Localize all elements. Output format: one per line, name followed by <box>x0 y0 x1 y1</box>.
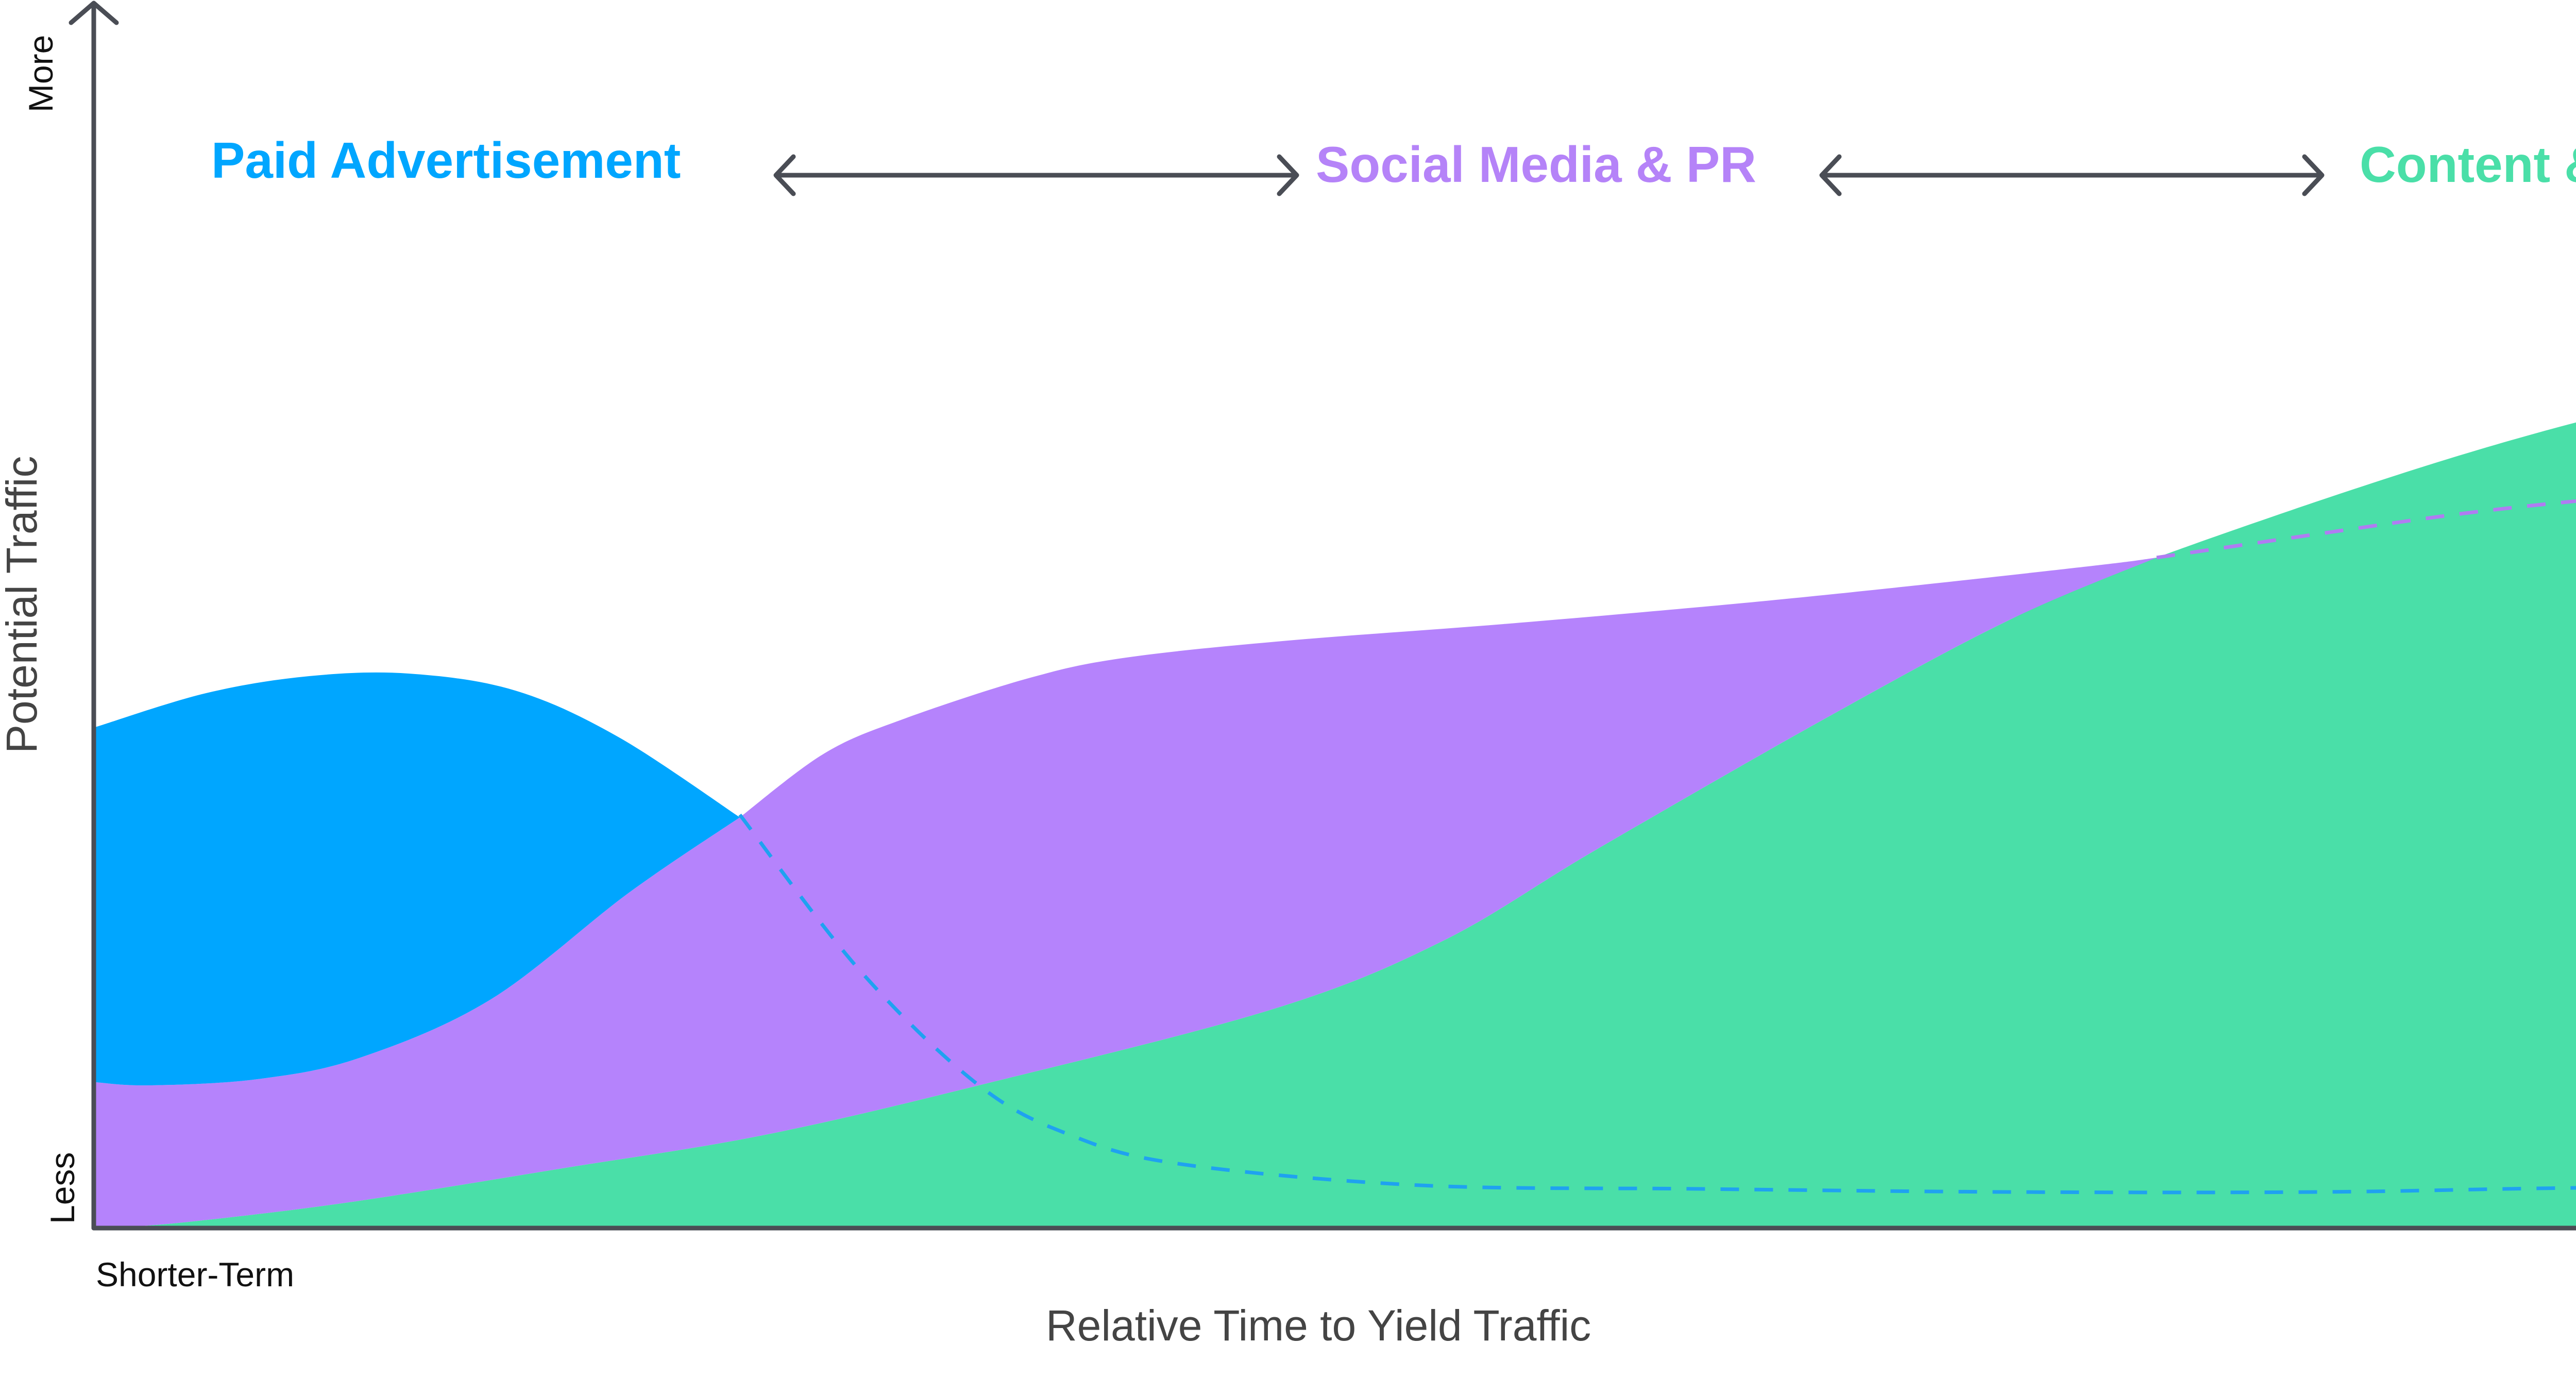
x-axis <box>91 1225 2576 1231</box>
phase-arrow-1 <box>773 154 1299 196</box>
double-arrow-left-icon <box>773 154 796 196</box>
double-arrow-right-icon <box>2302 154 2325 196</box>
phase-arrow-2 <box>1819 154 2325 196</box>
x-axis-start-label: Shorter-Term <box>96 1255 295 1294</box>
y-axis <box>69 1 119 1231</box>
paid-ads-area <box>95 672 740 1086</box>
y-axis-more-label: More <box>22 35 60 112</box>
y-axis-less-label: Less <box>43 1152 81 1224</box>
social-media-dashed-line <box>2156 499 2576 560</box>
double-arrow-left-icon <box>1819 154 1842 196</box>
y-axis-arrowhead-icon <box>69 1 119 25</box>
phase-label-content-seo: Content & SEO <box>2360 136 2576 193</box>
x-axis-title: Relative Time to Yield Traffic <box>1046 1301 1591 1350</box>
phase-label-social-media: Social Media & PR <box>1316 136 1757 193</box>
phase-label-paid-advertisement: Paid Advertisement <box>211 132 681 189</box>
y-axis-title: Potential Traffic <box>0 456 46 753</box>
paid-ads-dashed-line <box>738 813 2576 1195</box>
content-seo-area <box>95 422 2576 1228</box>
double-arrow-right-icon <box>1277 154 1299 196</box>
social-media-area <box>95 558 2157 1228</box>
